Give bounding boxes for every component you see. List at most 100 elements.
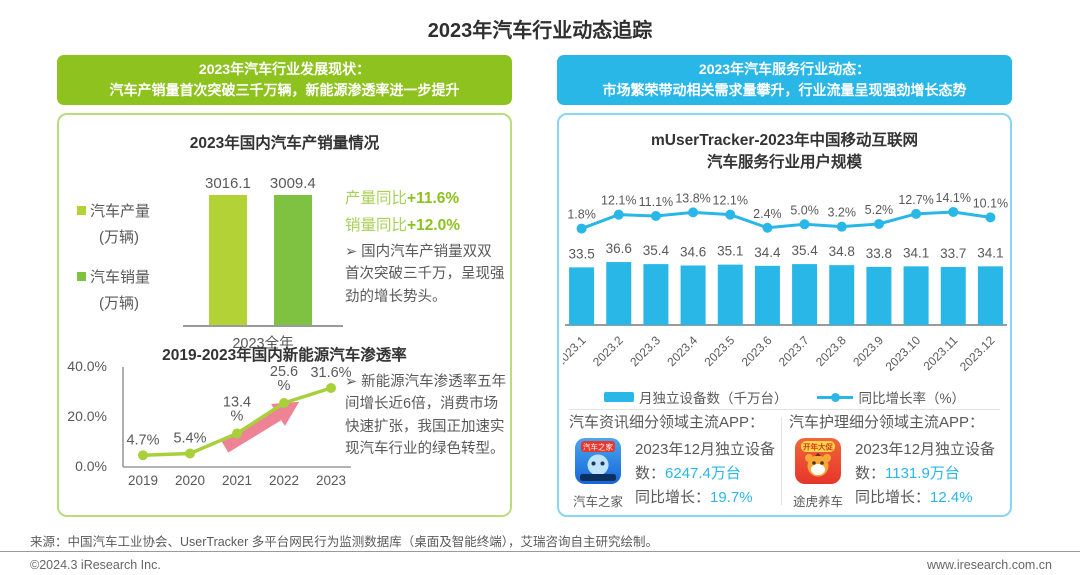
- device-bar: [829, 265, 855, 325]
- growth-value: 12.4%: [930, 489, 973, 506]
- device-value-label: 34.1: [977, 245, 1003, 260]
- x-tick-label: 2020: [175, 473, 205, 488]
- app-care-stats: 2023年12月独立设备数：1131.9万台 同比增长：12.4%: [855, 438, 1003, 510]
- data-label: 13.4%: [223, 395, 251, 425]
- source-note: 来源：中国汽车工业协会、UserTracker 多平台网民行为监测数据库（桌面及…: [30, 535, 659, 549]
- x-tick-label: 2023: [316, 473, 346, 488]
- device-bar: [940, 267, 966, 325]
- legend-item-production: 汽车产量 (万辆): [77, 199, 150, 251]
- month-label: 2023.2: [590, 333, 626, 369]
- app-info-icon-block: 汽车之家 汽车之家: [569, 438, 627, 510]
- data-point: [326, 383, 336, 393]
- legend-item-sales: 汽车销量 (万辆): [77, 265, 150, 317]
- autohome-app-icon: 汽车之家: [575, 438, 621, 484]
- penetration-note: ➢ 新能源汽车渗透率五年间增长近6倍，消费市场快速扩张，我国正加速实现汽车行业的…: [345, 374, 507, 458]
- month-label: 2023.6: [739, 333, 775, 369]
- month-label: 2023.8: [813, 333, 849, 369]
- data-point: [232, 428, 242, 439]
- growth-pct-label: 10.1%: [973, 196, 1008, 210]
- line-dot-icon: [831, 392, 841, 402]
- app-care-category: 汽车护理细分领域主流APP：: [789, 414, 985, 431]
- data-label: 5.4%: [173, 431, 206, 447]
- growth-point: [948, 206, 959, 217]
- production-growth-label: 产量同比: [345, 190, 408, 207]
- month-label: 2023.9: [850, 333, 886, 369]
- sales-bar-chart: 3016.1 3009.4: [205, 169, 316, 325]
- sales-chart-legend: 汽车产量 (万辆) 汽车销量 (万辆): [77, 199, 150, 331]
- app-info-category: 汽车资讯细分领域主流APP：: [569, 414, 765, 431]
- app-care-name: 途虎养车: [792, 495, 843, 509]
- growth-pct-label: 1.8%: [567, 208, 596, 222]
- penetration-line-chart: 4.7% 2019 5.4% 2020 13.4 % 2021 25.6 % 2022 31.6% 2…: [122, 364, 352, 488]
- legend-growth-label: 同比增长率（%）: [858, 391, 965, 406]
- left-header-line1: 2023年汽车行业发展现状：: [198, 61, 371, 77]
- growth-point: [911, 208, 922, 219]
- user-chart-title-line1: mUserTracker-2023年中国移动互联网: [650, 132, 919, 149]
- growth-annotation: 产量同比+11.6% 销量同比+12.0%: [345, 185, 460, 239]
- growth-point: [873, 218, 884, 229]
- growth-point: [650, 211, 661, 222]
- growth-line: [581, 210, 991, 230]
- device-value-label: 35.1: [717, 244, 743, 259]
- growth-label: 同比增长：: [855, 489, 931, 506]
- growth-point: [576, 223, 587, 234]
- device-bar: [866, 266, 892, 325]
- device-bar: [717, 264, 743, 325]
- bar-value-label: 3009.4: [269, 175, 316, 193]
- left-panel-header: 2023年汽车行业发展现状： 汽车产销量首次突破三千万辆，新能源渗透率进一步提升: [57, 55, 512, 105]
- growth-pct-label: 12.1%: [601, 194, 636, 208]
- app-care-icon-block: 开年大促 途虎养车: [789, 438, 847, 510]
- ytick-20: 20.0%: [67, 408, 107, 424]
- growth-point: [688, 207, 699, 218]
- trend-arrow-shaft: [221, 408, 283, 453]
- sales-growth-value: +12.0%: [407, 217, 461, 234]
- left-content-box: 2023年国内汽车产销量情况 汽车产量 (万辆) 汽车销量 (万辆) 3016.…: [57, 113, 512, 517]
- bar-value-label: 3016.1: [205, 175, 251, 192]
- growth-pct-label: 12.1%: [713, 194, 748, 208]
- device-value-label: 35.4: [643, 243, 670, 258]
- growth-pct-label: 14.1%: [936, 191, 971, 205]
- growth-pct-label: 12.7%: [898, 193, 933, 207]
- device-value-label: 33.7: [940, 246, 966, 261]
- bar: [273, 195, 312, 325]
- right-content-box: mUserTracker-2023年中国移动互联网 汽车服务行业用户规模 33.…: [557, 113, 1012, 517]
- month-label: 2023.4: [664, 333, 700, 369]
- website: www.iresearch.com.cn: [926, 558, 1052, 572]
- growth-pct-label: 2.4%: [753, 207, 782, 221]
- growth-label: 同比增长：: [635, 489, 711, 506]
- right-header-line2: 市场繁荣带动相关需求量攀升，行业流量呈现强劲增长态势: [602, 82, 967, 98]
- legend-production-unit: (万辆): [99, 229, 139, 246]
- sales-x-label: 2023全年: [232, 336, 294, 352]
- production-swatch-icon: [77, 206, 86, 215]
- device-bar: [680, 265, 706, 325]
- right-panel-header: 2023年汽车服务行业动态： 市场繁荣带动相关需求量攀升，行业流量呈现强劲增长态…: [557, 55, 1012, 105]
- data-label: 4.7%: [126, 432, 159, 448]
- device-bar: [643, 264, 669, 325]
- legend-item-growth: 同比增长率（%）: [817, 387, 965, 407]
- left-header-line2: 汽车产销量首次突破三千万辆，新能源渗透率进一步提升: [109, 82, 460, 98]
- sales-bar-group: 3016.1: [205, 175, 251, 325]
- sales-swatch-icon: [77, 272, 86, 281]
- growth-pct-label: 13.8%: [675, 191, 710, 205]
- device-value-label: 33.8: [866, 246, 892, 261]
- copyright: ©2024.3 iResearch Inc.: [30, 558, 161, 572]
- device-value-label: 34.1: [903, 245, 929, 260]
- month-label: 2023.10: [883, 333, 924, 374]
- device-value-label: 36.6: [606, 241, 632, 256]
- ytick-0: 0.0%: [75, 458, 107, 474]
- user-chart-title-line2: 汽车服务行业用户规模: [706, 154, 862, 171]
- sales-growth-label: 销量同比: [345, 217, 408, 234]
- sales-chart-title: 2023年国内汽车产销量情况: [189, 135, 380, 152]
- device-value-label: 34.6: [680, 244, 706, 259]
- device-bar: [606, 262, 632, 325]
- devices-label: 2023年12月独立设备数：: [635, 441, 776, 482]
- footer-divider: [0, 551, 1080, 552]
- device-bar: [977, 266, 1003, 325]
- line-swatch-icon: [817, 392, 854, 402]
- device-bar: [903, 266, 929, 325]
- month-label: 2023.1: [563, 333, 589, 369]
- tuhu-banner-text: 开年大促: [803, 442, 833, 452]
- tuhu-app-icon: 开年大促: [795, 438, 841, 484]
- page-title: 2023年汽车行业动态追踪: [427, 20, 653, 42]
